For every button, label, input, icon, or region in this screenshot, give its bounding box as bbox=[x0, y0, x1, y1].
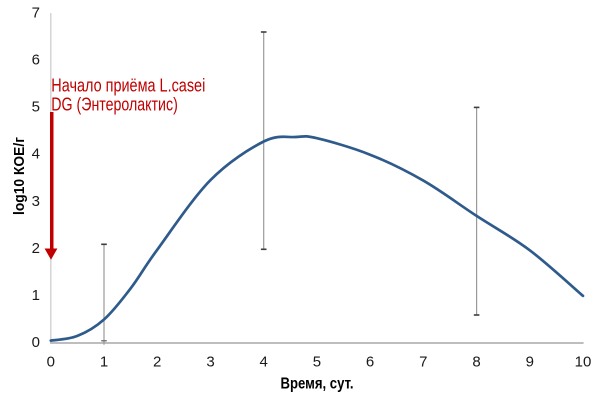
svg-text:7: 7 bbox=[32, 4, 40, 21]
svg-text:9: 9 bbox=[526, 354, 534, 371]
svg-text:2: 2 bbox=[32, 240, 40, 257]
svg-text:8: 8 bbox=[472, 354, 480, 371]
svg-text:DG (Энтеролактис): DG (Энтеролактис) bbox=[51, 95, 178, 115]
svg-text:7: 7 bbox=[419, 354, 427, 371]
svg-text:4: 4 bbox=[260, 354, 268, 371]
svg-text:3: 3 bbox=[32, 193, 40, 210]
svg-text:3: 3 bbox=[206, 354, 214, 371]
svg-text:4: 4 bbox=[32, 146, 40, 163]
svg-text:5: 5 bbox=[313, 354, 321, 371]
svg-text:0: 0 bbox=[47, 354, 55, 371]
svg-text:5: 5 bbox=[32, 99, 40, 116]
svg-text:1: 1 bbox=[32, 287, 40, 304]
svg-text:6: 6 bbox=[32, 52, 40, 69]
svg-text:6: 6 bbox=[366, 354, 374, 371]
svg-text:10: 10 bbox=[575, 354, 592, 371]
svg-text:log10 КОЕ/г: log10 КОЕ/г bbox=[11, 137, 28, 215]
svg-text:Время, сут.: Время, сут. bbox=[281, 376, 354, 393]
svg-text:2: 2 bbox=[153, 354, 161, 371]
svg-text:Начало приёма L.casei: Начало приёма L.casei bbox=[51, 75, 205, 95]
svg-text:1: 1 bbox=[100, 354, 108, 371]
svg-text:0: 0 bbox=[32, 334, 40, 351]
